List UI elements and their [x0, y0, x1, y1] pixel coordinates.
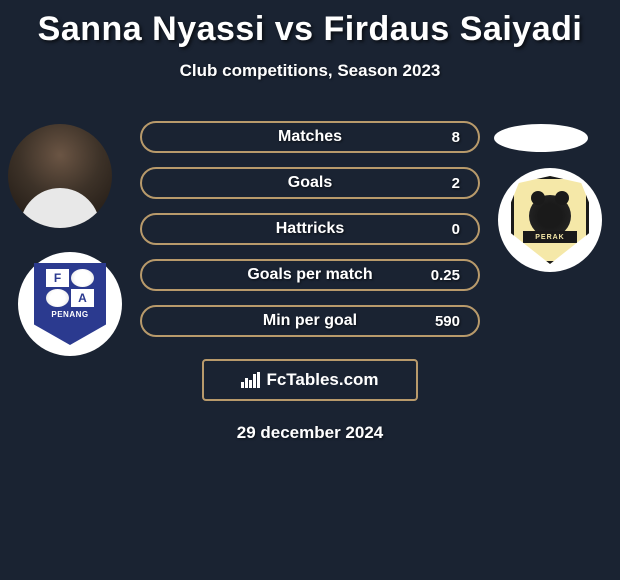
stat-row-gpm: Goals per match 0.25 [140, 259, 480, 291]
club-right-badge: PERAK [511, 176, 589, 264]
club-left-grid: F A [46, 269, 94, 307]
club-left-letter-a: A [71, 289, 94, 307]
stat-row-matches: Matches 8 [140, 121, 480, 153]
stat-label: Min per goal [160, 312, 460, 330]
player-right-avatar [494, 124, 588, 152]
club-right-badge-container: PERAK [498, 168, 602, 272]
club-left-name: PENANG [51, 310, 88, 319]
stat-label: Hattricks [160, 220, 460, 238]
club-right-shield: PERAK [511, 176, 589, 264]
stat-value: 8 [452, 129, 460, 146]
club-left-badge-container: F A PENANG [18, 252, 122, 356]
date-text: 29 december 2024 [0, 423, 620, 443]
stat-label: Goals per match [160, 266, 460, 284]
stat-row-hattricks: Hattricks 0 [140, 213, 480, 245]
stat-label: Goals [160, 174, 460, 192]
stat-value: 0.25 [431, 267, 460, 284]
subtitle: Club competitions, Season 2023 [0, 61, 620, 81]
brand-box: FcTables.com [202, 359, 418, 401]
club-left-letter-f: F [46, 269, 69, 287]
club-right-name: PERAK [523, 231, 577, 243]
stat-label: Matches [160, 128, 460, 146]
stat-value: 590 [435, 313, 460, 330]
stat-row-goals: Goals 2 [140, 167, 480, 199]
club-left-ball-icon [71, 269, 94, 287]
brand-text: FcTables.com [266, 370, 378, 390]
club-left-ball-icon [46, 289, 69, 307]
stat-value: 0 [452, 221, 460, 238]
club-left-shield: F A PENANG [34, 263, 106, 345]
infographic-container: Sanna Nyassi vs Firdaus Saiyadi Club com… [0, 0, 620, 580]
player-left-avatar [8, 124, 112, 228]
stat-row-mpg: Min per goal 590 [140, 305, 480, 337]
page-title: Sanna Nyassi vs Firdaus Saiyadi [0, 10, 620, 49]
stat-value: 2 [452, 175, 460, 192]
stats-list: Matches 8 Goals 2 Hattricks 0 Goals per … [140, 121, 480, 337]
chart-icon [241, 372, 260, 388]
